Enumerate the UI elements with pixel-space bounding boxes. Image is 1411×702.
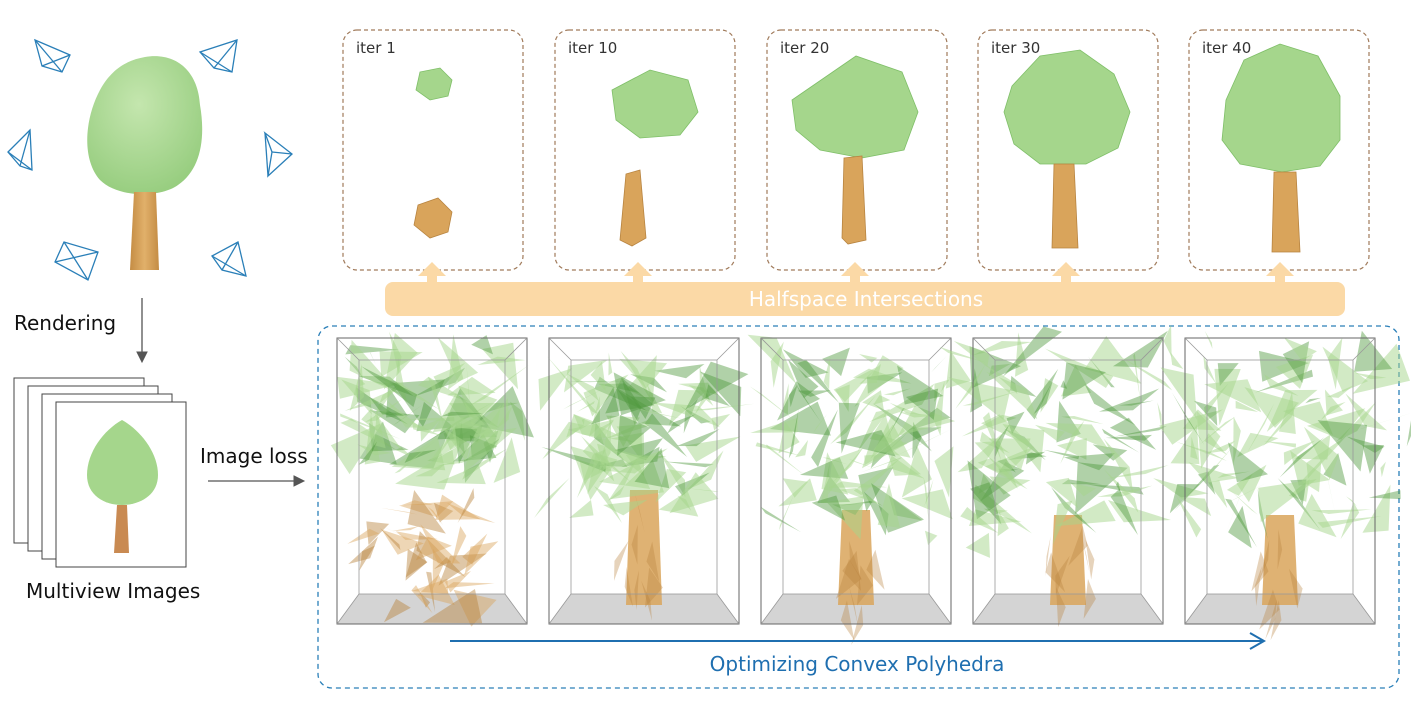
iter30-shapes (1003, 49, 1131, 249)
optimization-box (1153, 330, 1411, 641)
camera-icon (211, 241, 247, 277)
iter1-shapes (413, 67, 453, 239)
rendering-label: Rendering (14, 311, 116, 335)
iteration-label: iter 40 (1202, 39, 1251, 57)
iter40-shapes (1221, 43, 1341, 253)
reference-foliage (87, 56, 203, 195)
reference-trunk (130, 192, 159, 270)
iteration-label: iter 1 (356, 39, 396, 57)
camera-icon (263, 131, 294, 178)
optimizing-arrow (450, 632, 1267, 650)
rendering-arrow (136, 298, 148, 364)
camera-icon (198, 39, 238, 73)
multiview-images-label: Multiview Images (26, 579, 200, 603)
camera-icon (54, 241, 99, 281)
iter10-shapes (611, 69, 699, 247)
optimization-frame (317, 325, 1400, 689)
halfspace-label: Halfspace Intersections (749, 287, 983, 311)
halfspace-bar (385, 262, 1345, 316)
camera-icon (7, 128, 33, 171)
optimization-box (747, 334, 956, 645)
iteration-label: iter 20 (780, 39, 829, 57)
image-loss-label: Image loss (200, 444, 308, 468)
reference-tree (87, 56, 203, 270)
optimization-box (330, 331, 534, 627)
camera-icons (7, 38, 294, 281)
iteration-label: iter 30 (991, 39, 1040, 57)
optimizing-label: Optimizing Convex Polyhedra (710, 652, 1005, 676)
optimization-box (939, 324, 1200, 628)
camera-icon (34, 38, 71, 73)
optimization-box (534, 337, 755, 625)
optimization-boxes (330, 324, 1411, 645)
image-loss-arrow (208, 475, 306, 487)
iter20-shapes (791, 55, 919, 245)
iteration-label: iter 10 (568, 39, 617, 57)
multiview-tree (87, 420, 158, 553)
